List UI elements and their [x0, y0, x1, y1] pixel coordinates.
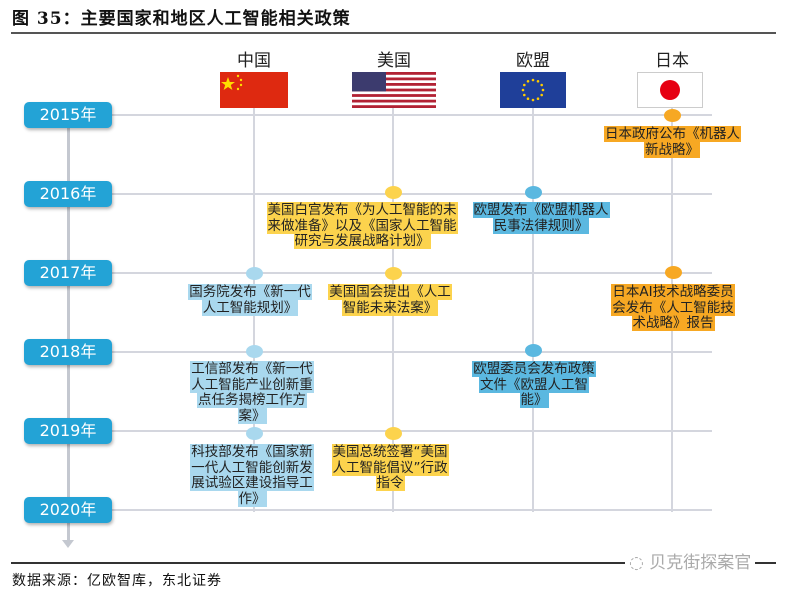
- event-us-2019: 美国总统签署“美国人工智能倡议”行政指令: [326, 444, 454, 492]
- us-flag-icon: [352, 72, 436, 108]
- event-eu-2016: 欧盟发布《欧盟机器人民事法律规则》: [470, 202, 612, 234]
- eu-column-line: [532, 108, 534, 512]
- year-label: 2020年: [24, 497, 112, 523]
- timeline-axis: [67, 115, 70, 543]
- year-label: 2018年: [24, 339, 112, 365]
- event-us-2017: 美国国会提出《人工智能未来法案》: [326, 284, 454, 316]
- year-label: 2015年: [24, 102, 112, 128]
- event-marker: [246, 345, 263, 358]
- event-marker: [525, 344, 542, 357]
- event-china-2018: 工信部发布《新一代人工智能产业创新重点任务揭榜工作方案》: [188, 361, 316, 424]
- event-text: 国务院发布《新一代人工智能规划》: [188, 284, 312, 316]
- year-label: 2016年: [24, 181, 112, 207]
- event-text: 工信部发布《新一代人工智能产业创新重点任务揭榜工作方案》: [190, 361, 314, 424]
- event-marker: [385, 186, 402, 199]
- event-text: 美国国会提出《人工智能未来法案》: [328, 284, 452, 316]
- event-text: 日本AI技术战略委员会发布《人工智能技术战略》报告: [611, 284, 735, 331]
- event-japan-2017: 日本AI技术战略委员会发布《人工智能技术战略》报告: [608, 284, 738, 332]
- source-note: 数据来源：亿欧智库，东北证券: [12, 573, 222, 589]
- timeline-arrow-icon: [62, 540, 74, 548]
- country-label-japan: 日本: [655, 51, 689, 71]
- event-text: 科技部发布《国家新一代人工智能创新发展试验区建设指导工作》: [190, 444, 314, 507]
- gridline: [70, 351, 712, 353]
- event-marker: [246, 427, 263, 440]
- country-label-us: 美国: [377, 51, 411, 71]
- gridline: [70, 114, 712, 116]
- event-text: 欧盟委员会发布政策文件《欧盟人工智能》: [472, 361, 596, 408]
- title-divider: [11, 32, 776, 34]
- watermark-text: 贝克街探案官: [649, 553, 752, 573]
- eu-flag-icon: [500, 72, 566, 108]
- year-label: 2017年: [24, 260, 112, 286]
- china-flag-icon: [220, 72, 288, 108]
- event-text: 美国总统签署“美国人工智能倡议”行政指令: [331, 444, 449, 491]
- event-text: 欧盟发布《欧盟机器人民事法律规则》: [472, 202, 610, 234]
- year-label: 2019年: [24, 418, 112, 444]
- event-japan-2015: 日本政府公布《机器人新战略》: [604, 126, 741, 158]
- watermark: ◌ 贝克街探案官: [625, 548, 756, 573]
- japan-flag-icon: [637, 72, 703, 108]
- event-text: 美国白宫发布《为人工智能的未来做准备》以及《国家人工智能研究与发展战略计划》: [266, 202, 458, 249]
- figure-title: 图 35：主要国家和地区人工智能相关政策: [12, 9, 351, 29]
- gridline: [70, 509, 712, 511]
- event-marker: [664, 109, 681, 122]
- event-marker: [246, 267, 263, 280]
- country-label-china: 中国: [237, 51, 271, 71]
- event-china-2019: 科技部发布《国家新一代人工智能创新发展试验区建设指导工作》: [188, 444, 316, 507]
- event-us-2016: 美国白宫发布《为人工智能的未来做准备》以及《国家人工智能研究与发展战略计划》: [266, 202, 458, 250]
- country-label-eu: 欧盟: [516, 51, 550, 71]
- event-marker: [525, 186, 542, 199]
- event-marker: [385, 267, 402, 280]
- event-marker: [665, 266, 682, 279]
- event-text: 日本政府公布《机器人新战略》: [604, 126, 741, 158]
- event-marker: [385, 427, 402, 440]
- bottom-divider: [11, 562, 776, 564]
- event-china-2017: 国务院发布《新一代人工智能规划》: [186, 284, 314, 316]
- wechat-icon: ◌: [629, 553, 650, 573]
- event-eu-2018: 欧盟委员会发布政策文件《欧盟人工智能》: [470, 361, 598, 409]
